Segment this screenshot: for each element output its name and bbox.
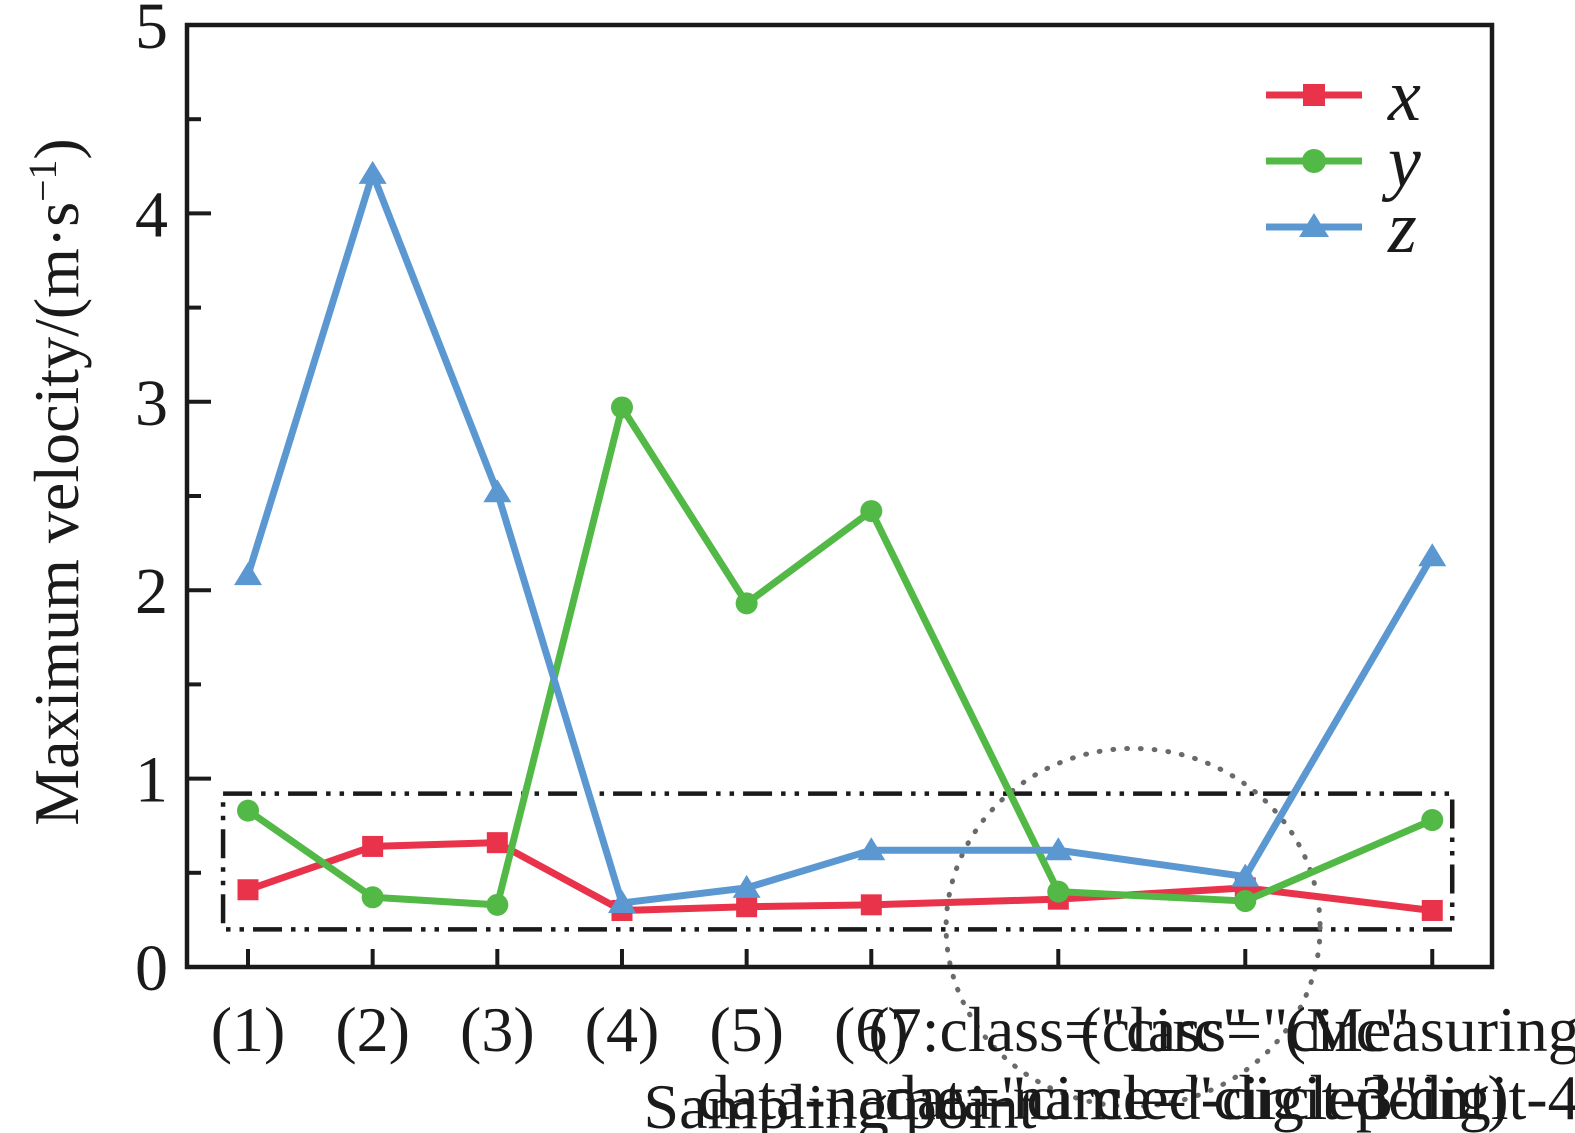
data-point-marker	[237, 879, 259, 901]
series-y-markers	[237, 396, 1444, 916]
y-tick-label: 0	[135, 932, 168, 1005]
data-point-marker	[358, 160, 387, 184]
legend-item-x: x	[1266, 55, 1421, 137]
y-tick-label: 4	[135, 178, 168, 251]
data-point-marker	[1418, 543, 1447, 567]
legend-label: y	[1381, 121, 1421, 203]
data-point-marker	[483, 479, 512, 503]
series-y-line	[244, 403, 1436, 909]
y-tick-label: 2	[135, 555, 168, 628]
data-point-marker	[1047, 880, 1070, 903]
legend-item-z: z	[1266, 187, 1417, 269]
data-point-marker	[736, 896, 758, 918]
data-point-marker	[860, 500, 883, 523]
data-point-marker	[610, 396, 633, 419]
data-point-marker	[362, 835, 384, 857]
legend-label: x	[1387, 55, 1421, 137]
legend-item-y: y	[1266, 121, 1421, 203]
data-point-marker	[1044, 837, 1073, 861]
data-point-marker	[857, 837, 886, 861]
y-tick-label: 3	[135, 367, 168, 440]
highlight-circle	[943, 745, 1323, 1109]
series-z-markers	[234, 160, 1447, 913]
data-point-marker	[1421, 809, 1444, 832]
data-point-marker	[732, 874, 761, 898]
y-tick-label: 1	[135, 744, 168, 817]
y-tick-labels: 0 1 2 3 4 5	[135, 0, 168, 1005]
data-point-marker	[1234, 890, 1257, 913]
data-point-marker	[234, 562, 262, 586]
data-point-marker	[1421, 899, 1443, 921]
data-point-marker	[361, 886, 384, 909]
data-point-marker	[486, 893, 509, 916]
data-point-marker	[607, 889, 636, 913]
data-point-marker	[735, 592, 758, 615]
y-tick-label: 5	[135, 0, 168, 63]
plot-frame	[184, 22, 1495, 970]
legend-label: z	[1387, 187, 1417, 269]
data-point-marker	[237, 799, 259, 822]
data-point-marker	[860, 894, 882, 916]
data-point-marker	[486, 832, 508, 854]
data-point-marker	[1231, 863, 1260, 887]
